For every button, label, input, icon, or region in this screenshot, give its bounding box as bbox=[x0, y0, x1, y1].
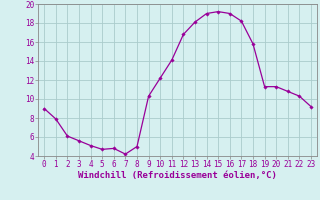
X-axis label: Windchill (Refroidissement éolien,°C): Windchill (Refroidissement éolien,°C) bbox=[78, 171, 277, 180]
